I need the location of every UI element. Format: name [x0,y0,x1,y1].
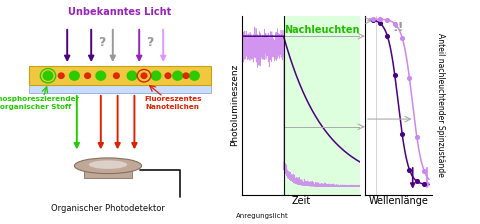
Bar [284,16,360,195]
Point [413,136,420,139]
Circle shape [127,71,137,80]
Y-axis label: Photolumineszenz: Photolumineszenz [230,64,240,146]
Circle shape [141,73,147,78]
Point [384,18,391,22]
Point [369,18,376,22]
Point [391,73,398,76]
Text: !!: !! [393,21,404,34]
Circle shape [58,73,64,78]
Point [406,168,413,172]
Ellipse shape [89,160,127,169]
Point [369,17,376,21]
Circle shape [151,71,161,80]
Circle shape [70,71,79,80]
Point [391,22,398,25]
Circle shape [190,71,199,80]
Text: Unbekanntes Licht: Unbekanntes Licht [68,7,172,17]
Circle shape [165,73,171,78]
Circle shape [113,73,119,78]
Circle shape [96,71,106,80]
Y-axis label: Anteil nachleuchtender Spinzustände: Anteil nachleuchtender Spinzustände [436,33,445,177]
Ellipse shape [74,158,142,174]
Text: Anregungslicht: Anregungslicht [236,213,289,219]
Point [398,36,406,39]
X-axis label: Zeit: Zeit [291,196,311,206]
Point [398,132,406,136]
Circle shape [173,71,182,80]
Circle shape [84,73,90,78]
Point [413,179,420,183]
Point [406,77,413,80]
Bar [84,170,132,178]
Bar [29,66,211,85]
Circle shape [183,73,189,78]
Point [420,169,428,173]
Point [384,34,391,38]
Point [420,182,428,186]
Text: ?: ? [146,36,154,49]
X-axis label: Wellenlänge: Wellenlänge [369,196,428,206]
Text: ?: ? [98,36,106,49]
Text: Organischer Photodetektor: Organischer Photodetektor [51,204,165,213]
Bar [29,84,211,93]
Text: Phosphoreszierender
organischer Stoff: Phosphoreszierender organischer Stoff [0,96,80,110]
Point [376,17,384,21]
Circle shape [43,71,53,80]
Point [376,21,384,25]
Text: Fluoreszentes
Nanoteilchen: Fluoreszentes Nanoteilchen [144,96,202,110]
Text: Nachleuchten: Nachleuchten [285,25,360,35]
